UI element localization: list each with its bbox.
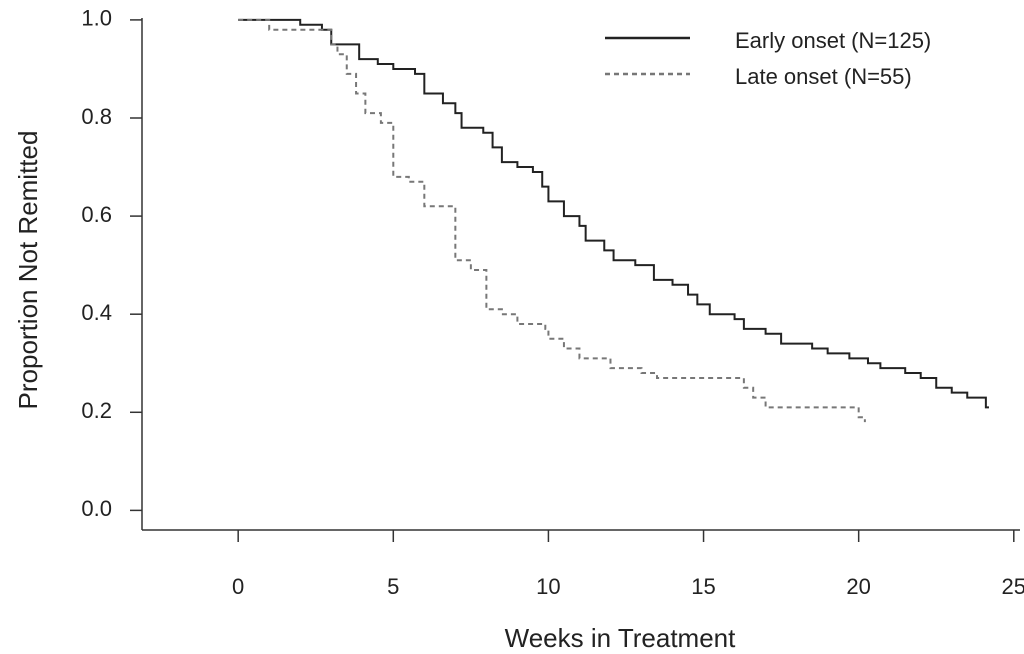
x-tick-label: 0 [232, 574, 244, 599]
y-tick-label: 0.4 [81, 300, 112, 325]
y-tick-label: 1.0 [81, 6, 112, 31]
legend-label: Early onset (N=125) [735, 28, 931, 53]
x-tick-label: 10 [536, 574, 560, 599]
x-tick-label: 20 [846, 574, 870, 599]
legend-label: Late onset (N=55) [735, 64, 912, 89]
x-tick-label: 5 [387, 574, 399, 599]
y-axis-label: Proportion Not Remitted [13, 131, 43, 410]
survival-curve [238, 18, 866, 423]
y-tick-label: 0.6 [81, 202, 112, 227]
x-tick-label: 25 [1002, 574, 1024, 599]
x-axis-label: Weeks in Treatment [505, 623, 737, 653]
y-tick-label: 0.0 [81, 496, 112, 521]
y-tick-label: 0.2 [81, 398, 112, 423]
y-tick-label: 0.8 [81, 104, 112, 129]
survival-curve [238, 18, 989, 409]
x-tick-label: 15 [691, 574, 715, 599]
